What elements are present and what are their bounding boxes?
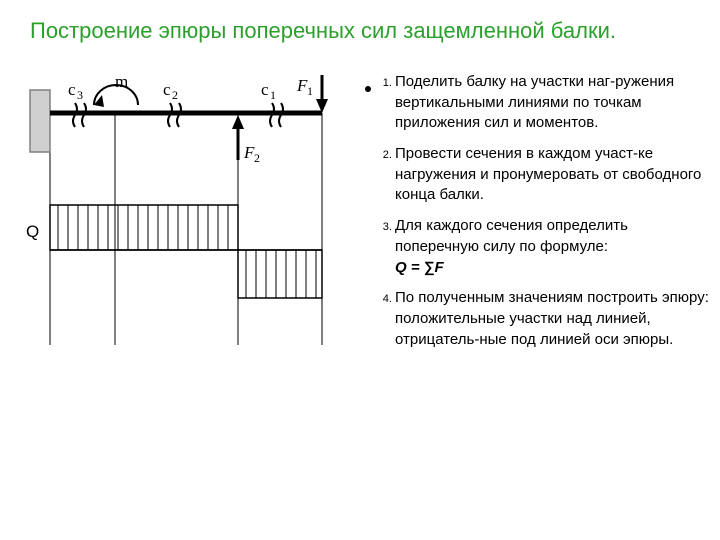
- label-m: m: [115, 72, 128, 91]
- step-3: Для каждого сечения определить поперечну…: [395, 216, 710, 278]
- bullet-decoration: [365, 86, 371, 92]
- step-1: Поделить балку на участки наг-ружения ве…: [395, 72, 710, 134]
- step-4: По полученным значениям построить эпюру:…: [395, 288, 710, 350]
- svg-text:1: 1: [307, 84, 313, 98]
- svg-text:2: 2: [172, 88, 178, 102]
- step-2: Провести сечения в каждом участ-ке нагру…: [395, 144, 710, 206]
- formula-Q: Q = ∑F: [395, 259, 444, 276]
- svg-text:3: 3: [77, 88, 83, 102]
- svg-text:1: 1: [270, 88, 276, 102]
- label-c1: с: [261, 80, 269, 99]
- label-Q: Q: [26, 222, 39, 241]
- beam-diagram: с3 m с2 с1 F1 F2 Q: [20, 65, 350, 365]
- instructions-list: Поделить балку на участки наг-ружения ве…: [375, 72, 710, 360]
- svg-text:2: 2: [254, 151, 260, 165]
- fixed-support: [30, 90, 50, 152]
- label-c2: с: [163, 80, 171, 99]
- label-c3: с: [68, 80, 76, 99]
- q-negative: [238, 250, 322, 298]
- page-title: Построение эпюры поперечных сил защемлен…: [30, 18, 710, 44]
